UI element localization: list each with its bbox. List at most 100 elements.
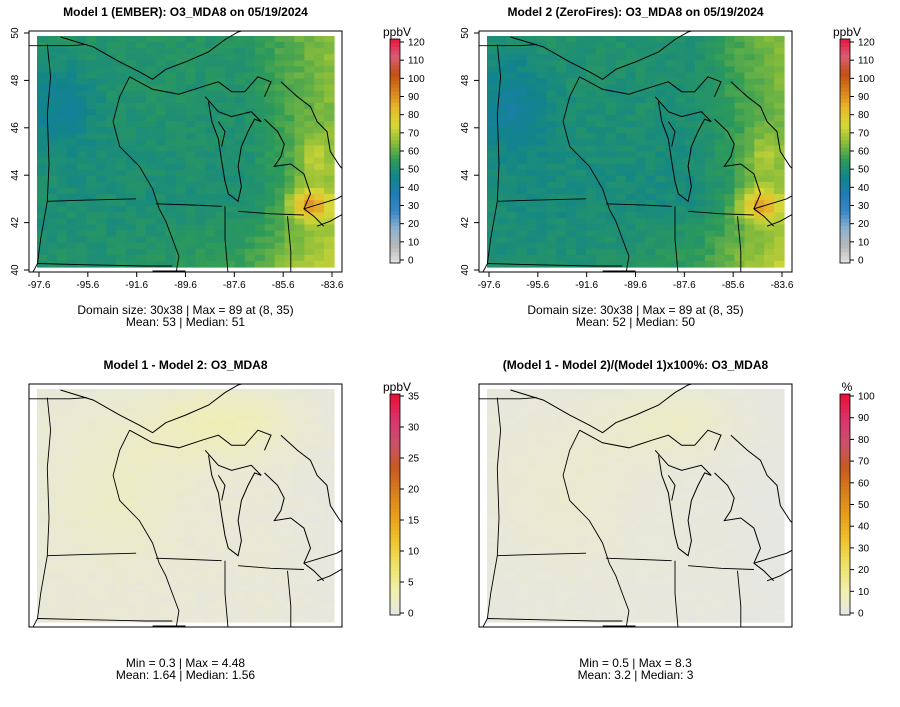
colorbar-segment bbox=[390, 57, 400, 62]
grid-cell bbox=[225, 560, 236, 568]
grid-cell bbox=[764, 163, 775, 171]
grid-cell bbox=[774, 133, 785, 140]
grid-cell bbox=[264, 523, 276, 531]
state-border bbox=[37, 618, 173, 622]
colorbar-segment bbox=[390, 199, 400, 204]
grid-cell bbox=[744, 511, 755, 519]
colorbar-segment bbox=[840, 556, 850, 561]
grid-cell bbox=[165, 591, 177, 599]
grid-cell bbox=[46, 407, 58, 415]
grid-cell bbox=[76, 499, 88, 507]
grid-cell bbox=[294, 194, 305, 201]
coastline bbox=[579, 76, 722, 97]
grid-cell bbox=[116, 597, 127, 605]
grid-cell bbox=[516, 480, 528, 488]
state-border bbox=[482, 44, 502, 272]
grid-cell bbox=[155, 200, 167, 207]
colorbar-tick-label: 30 bbox=[408, 201, 420, 212]
grid-cell bbox=[625, 230, 637, 238]
grid-cell bbox=[714, 401, 726, 408]
grid-cell bbox=[185, 169, 196, 177]
grid-cell bbox=[284, 407, 295, 415]
grid-cell bbox=[506, 139, 518, 147]
grid-cell bbox=[155, 523, 167, 531]
grid-cell bbox=[324, 66, 335, 74]
grid-cell bbox=[244, 419, 256, 427]
grid-cell bbox=[106, 603, 117, 611]
grid-cell bbox=[546, 585, 557, 592]
grid-cell bbox=[774, 530, 785, 537]
grid-cell bbox=[615, 115, 627, 122]
grid-cell bbox=[185, 115, 196, 122]
grid-cell bbox=[86, 591, 97, 599]
grid-cell bbox=[526, 401, 538, 408]
grid-cell bbox=[665, 260, 676, 268]
grid-cell bbox=[215, 585, 226, 592]
grid-cell bbox=[635, 511, 646, 519]
grid-cell bbox=[314, 566, 325, 574]
grid-cell bbox=[66, 163, 78, 171]
grid-cell bbox=[96, 78, 107, 86]
grid-cell bbox=[694, 127, 706, 134]
grid-cells bbox=[37, 389, 335, 623]
grid-cell bbox=[704, 163, 716, 171]
grid-cell bbox=[615, 157, 627, 165]
grid-cell bbox=[764, 206, 775, 213]
grid-cell bbox=[704, 212, 716, 219]
grid-cell bbox=[734, 66, 745, 74]
grid-cell bbox=[526, 108, 538, 116]
grid-cell bbox=[675, 438, 686, 445]
grid-cell bbox=[106, 609, 117, 617]
grid-cell bbox=[126, 462, 137, 470]
colorbar-segment bbox=[840, 244, 850, 249]
grid-cell bbox=[126, 431, 137, 439]
grid-cell bbox=[314, 517, 325, 525]
grid-cell bbox=[694, 36, 706, 43]
grid-cell bbox=[235, 572, 246, 580]
grid-cell bbox=[546, 413, 557, 421]
grid-cell bbox=[685, 102, 696, 110]
grid-cell bbox=[136, 145, 147, 153]
grid-cell bbox=[155, 78, 167, 86]
grid-cell bbox=[136, 175, 147, 183]
grid-cell bbox=[37, 597, 48, 605]
grid-cell bbox=[595, 169, 607, 177]
grid-cell bbox=[304, 419, 315, 427]
grid-cell bbox=[694, 60, 706, 67]
grid-cell bbox=[764, 187, 775, 195]
grid-cell bbox=[46, 72, 58, 80]
grid-cell bbox=[625, 84, 637, 92]
grid-cell bbox=[704, 66, 716, 74]
grid-cell bbox=[675, 542, 686, 550]
grid-cell bbox=[754, 84, 765, 92]
grid-cell bbox=[744, 218, 755, 226]
grid-cell bbox=[625, 560, 637, 568]
grid-cell bbox=[185, 151, 196, 159]
grid-cell bbox=[605, 493, 617, 500]
grid-cell bbox=[37, 542, 48, 550]
grid-cell bbox=[96, 108, 107, 116]
grid-cell bbox=[324, 474, 335, 482]
grid-cell bbox=[714, 419, 726, 427]
state-border bbox=[497, 552, 587, 557]
grid-cell bbox=[744, 260, 755, 268]
grid-cell bbox=[116, 493, 127, 500]
grid-cell bbox=[516, 450, 528, 458]
grid-cell bbox=[274, 560, 286, 568]
grid-cell bbox=[126, 260, 137, 268]
grid-cell bbox=[145, 48, 157, 55]
grid-cell bbox=[665, 181, 676, 189]
grid-cell bbox=[205, 157, 216, 165]
grid-cell bbox=[304, 36, 315, 43]
grid-cell bbox=[195, 579, 206, 586]
grid-cell bbox=[625, 42, 637, 49]
grid-cell bbox=[487, 548, 498, 556]
grid-cell bbox=[195, 431, 206, 439]
grid-cell bbox=[516, 72, 528, 80]
grid-cell bbox=[714, 560, 726, 568]
grid-cell bbox=[294, 591, 305, 599]
grid-cell bbox=[566, 115, 577, 122]
grid-cell bbox=[225, 121, 236, 128]
colorbar-segment bbox=[390, 489, 400, 494]
grid-cell bbox=[536, 401, 547, 408]
